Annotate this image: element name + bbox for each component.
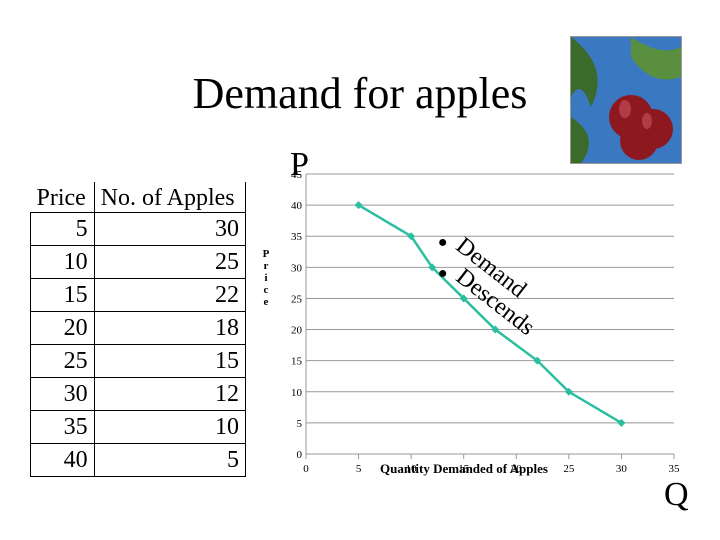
- table-row: 530: [31, 213, 246, 246]
- svg-text:25: 25: [563, 463, 575, 475]
- svg-text:25: 25: [291, 293, 303, 305]
- table-cell: 10: [31, 246, 95, 279]
- table-cell: 22: [94, 279, 245, 312]
- svg-text:5: 5: [356, 463, 362, 475]
- svg-text:20: 20: [511, 463, 523, 475]
- svg-text:15: 15: [458, 463, 470, 475]
- svg-text:10: 10: [406, 463, 418, 475]
- table-cell: 40: [31, 444, 95, 477]
- table-row: 2515: [31, 345, 246, 378]
- svg-text:10: 10: [291, 387, 303, 399]
- table-row: 2018: [31, 312, 246, 345]
- svg-text:15: 15: [291, 356, 303, 368]
- apples-photo: [570, 36, 682, 164]
- svg-text:30: 30: [616, 463, 628, 475]
- table-row: 1522: [31, 279, 246, 312]
- table-cell: 5: [94, 444, 245, 477]
- svg-text:5: 5: [297, 418, 303, 430]
- table-cell: 12: [94, 378, 245, 411]
- svg-text:35: 35: [669, 463, 681, 475]
- table-cell: 30: [31, 378, 95, 411]
- table-cell: 15: [94, 345, 245, 378]
- table-cell: 25: [94, 246, 245, 279]
- table-row: 405: [31, 444, 246, 477]
- table-cell: 25: [31, 345, 95, 378]
- table-cell: 18: [94, 312, 245, 345]
- svg-text:0: 0: [303, 463, 309, 475]
- table-cell: 5: [31, 213, 95, 246]
- svg-text:0: 0: [297, 449, 303, 461]
- price-table: Price No. of Apples 53010251522201825153…: [30, 182, 246, 477]
- table-row: 3012: [31, 378, 246, 411]
- table-cell: 10: [94, 411, 245, 444]
- table-cell: 35: [31, 411, 95, 444]
- demand-chart: 05101520253035404505101520253035DemandDe…: [276, 168, 684, 498]
- table-row: 3510: [31, 411, 246, 444]
- table-cell: 30: [94, 213, 245, 246]
- table-row: 1025: [31, 246, 246, 279]
- col-qty: No. of Apples: [94, 182, 245, 213]
- y-axis-label: Price: [260, 248, 272, 308]
- svg-text:30: 30: [291, 262, 303, 274]
- svg-text:35: 35: [291, 231, 303, 243]
- table-cell: 20: [31, 312, 95, 345]
- col-price: Price: [31, 182, 95, 213]
- svg-text:45: 45: [291, 169, 303, 181]
- table-cell: 15: [31, 279, 95, 312]
- svg-text:20: 20: [291, 325, 303, 337]
- svg-text:40: 40: [291, 200, 303, 212]
